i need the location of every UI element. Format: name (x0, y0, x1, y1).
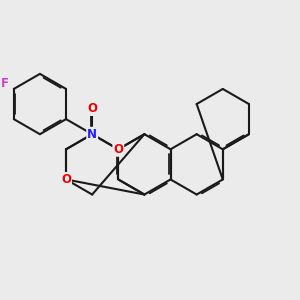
Text: O: O (113, 143, 123, 156)
Text: O: O (61, 173, 71, 186)
Text: O: O (87, 102, 97, 115)
Text: F: F (1, 77, 9, 90)
Text: N: N (87, 128, 97, 141)
